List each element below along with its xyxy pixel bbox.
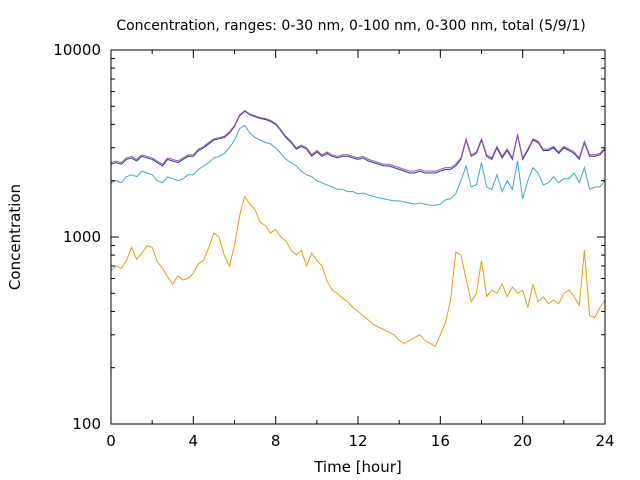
x-tick-label: 0 bbox=[106, 432, 116, 450]
plot-frame bbox=[110, 49, 606, 425]
y-axis-label: Concentration bbox=[6, 184, 24, 290]
y-tick-label: 100 bbox=[72, 415, 101, 433]
x-tick-label: 24 bbox=[595, 432, 614, 450]
x-tick-label: 16 bbox=[431, 432, 450, 450]
x-tick-label: 4 bbox=[189, 432, 199, 450]
y-tick-label: 10000 bbox=[53, 41, 101, 59]
y-tick-label: 1000 bbox=[63, 228, 101, 246]
x-tick-label: 8 bbox=[271, 432, 281, 450]
series-line-3 bbox=[110, 110, 606, 174]
chart-title: Concentration, ranges: 0-30 nm, 0-100 nm… bbox=[116, 18, 585, 34]
y-axis-ticks: 100 1000 10000 bbox=[53, 41, 605, 433]
series-line-4 bbox=[110, 109, 606, 172]
x-axis-ticks: 0 4 8 12 16 20 24 bbox=[106, 50, 615, 450]
x-axis-label: Time [hour] bbox=[313, 458, 402, 476]
series-layer bbox=[110, 109, 606, 348]
series-line-1 bbox=[110, 195, 606, 348]
series-line-2 bbox=[110, 124, 606, 206]
x-tick-label: 20 bbox=[513, 432, 532, 450]
x-tick-label: 12 bbox=[348, 432, 367, 450]
